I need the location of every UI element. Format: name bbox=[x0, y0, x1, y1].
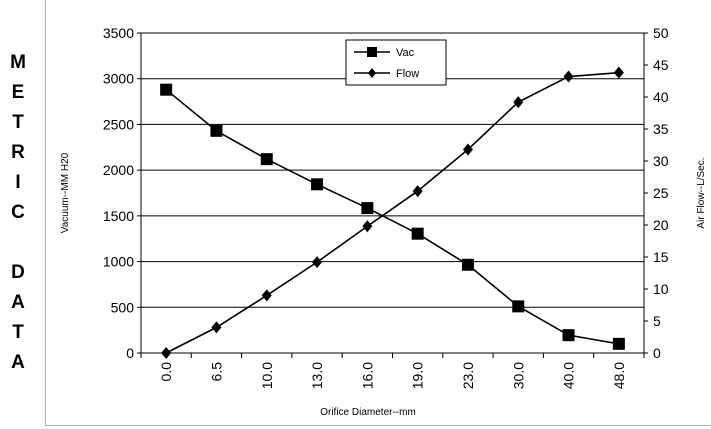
x-tick-label: 0.0 bbox=[158, 362, 174, 382]
x-axis-label: Orifice Diameter--mm bbox=[320, 407, 416, 418]
chart-frame: 0 500 1000 1500 2000 2500 3000 3500 0 5 10 15 20 25 3… bbox=[45, 0, 711, 426]
left-tick-label: 0 bbox=[126, 345, 134, 361]
left-tick-label: 2500 bbox=[103, 116, 134, 132]
left-tick-label: 1500 bbox=[103, 208, 134, 224]
left-tick-label: 3500 bbox=[103, 25, 134, 41]
left-tick-label: 3000 bbox=[103, 71, 134, 87]
left-tick-label: 500 bbox=[111, 299, 135, 315]
side-label-letter: E bbox=[11, 82, 25, 103]
right-tick-label: 20 bbox=[653, 217, 669, 233]
y2-axis-label: Air Flow--L/Sec. bbox=[696, 157, 707, 228]
x-tick-label: 30.0 bbox=[510, 362, 526, 389]
data-point-flow bbox=[211, 321, 222, 334]
right-tick-label: 30 bbox=[653, 153, 669, 169]
legend-square-marker bbox=[367, 47, 377, 57]
data-point-flow bbox=[312, 256, 323, 269]
data-point-vac bbox=[411, 227, 424, 240]
right-tick-label: 10 bbox=[653, 281, 669, 297]
side-label-letter: D bbox=[11, 262, 25, 283]
right-tick-labels: 0 5 10 15 20 25 30 35 40 45 50 bbox=[653, 25, 669, 361]
data-point-flow bbox=[513, 96, 524, 109]
side-label-letter: A bbox=[11, 292, 25, 313]
series-line-vac bbox=[165, 89, 619, 345]
data-point-vac bbox=[311, 178, 324, 191]
data-point-flow bbox=[462, 143, 473, 156]
series-line-flow bbox=[165, 71, 619, 354]
data-point-vac bbox=[361, 202, 374, 215]
side-label-letter: M bbox=[10, 52, 26, 73]
data-point-flow bbox=[563, 70, 574, 83]
dual-axis-line-chart: 0 500 1000 1500 2000 2500 3000 3500 0 5 10 15 20 25 3… bbox=[60, 25, 707, 418]
side-label-letter: C bbox=[11, 202, 25, 223]
data-point-vac bbox=[260, 153, 273, 166]
right-tick-label: 25 bbox=[653, 185, 669, 201]
legend-diamond-marker bbox=[368, 68, 376, 78]
data-point-flow bbox=[362, 220, 373, 233]
x-tick-label: 40.0 bbox=[561, 362, 577, 389]
legend-label: Flow bbox=[396, 68, 419, 80]
x-tick-label: 16.0 bbox=[359, 362, 375, 389]
data-point-flow bbox=[412, 185, 423, 198]
side-label-letter: R bbox=[11, 142, 25, 163]
x-tick-label: 19.0 bbox=[410, 362, 426, 389]
side-label-letter: T bbox=[12, 112, 24, 133]
right-tick-label: 5 bbox=[653, 313, 661, 329]
left-tick-labels: 0 500 1000 1500 2000 2500 3000 3500 bbox=[103, 25, 134, 361]
x-tick-label: 13.0 bbox=[309, 362, 325, 389]
right-tick-label: 0 bbox=[653, 345, 661, 361]
axes bbox=[137, 32, 648, 358]
right-tick-label: 45 bbox=[653, 57, 669, 73]
left-tick-label: 1000 bbox=[103, 254, 134, 270]
x-tick-label: 10.0 bbox=[259, 362, 275, 389]
data-point-vac bbox=[160, 83, 173, 96]
side-label-letter: A bbox=[11, 352, 25, 373]
x-tick-label: 23.0 bbox=[460, 362, 476, 389]
data-point-flow bbox=[261, 289, 272, 302]
side-label-letter: T bbox=[12, 322, 24, 343]
series-lines bbox=[165, 71, 619, 354]
right-tick-label: 15 bbox=[653, 249, 669, 265]
data-point-flow bbox=[613, 66, 624, 79]
side-label-letter: I bbox=[15, 172, 21, 193]
x-tick-labels: 0.0 6.5 10.0 13.0 16.0 19.0 23.0 30.0 40.0 48.0 bbox=[158, 362, 627, 389]
right-tick-label: 40 bbox=[653, 89, 669, 105]
data-point-vac bbox=[461, 258, 474, 271]
y-axis-label: Vacuum--MM H20 bbox=[60, 152, 71, 233]
legend-box bbox=[345, 39, 447, 86]
legend-label: Vac bbox=[396, 47, 415, 59]
data-point-vac bbox=[612, 337, 625, 350]
left-tick-label: 2000 bbox=[103, 162, 134, 178]
right-tick-label: 35 bbox=[653, 121, 669, 137]
x-tick-label: 48.0 bbox=[611, 362, 627, 389]
data-point-vac bbox=[512, 300, 525, 313]
right-tick-label: 50 bbox=[653, 25, 669, 41]
legend: Vac Flow bbox=[345, 39, 447, 86]
data-point-vac bbox=[210, 124, 223, 137]
x-tick-label: 6.5 bbox=[208, 362, 224, 382]
data-point-vac bbox=[562, 329, 575, 342]
series-markers bbox=[160, 66, 625, 359]
